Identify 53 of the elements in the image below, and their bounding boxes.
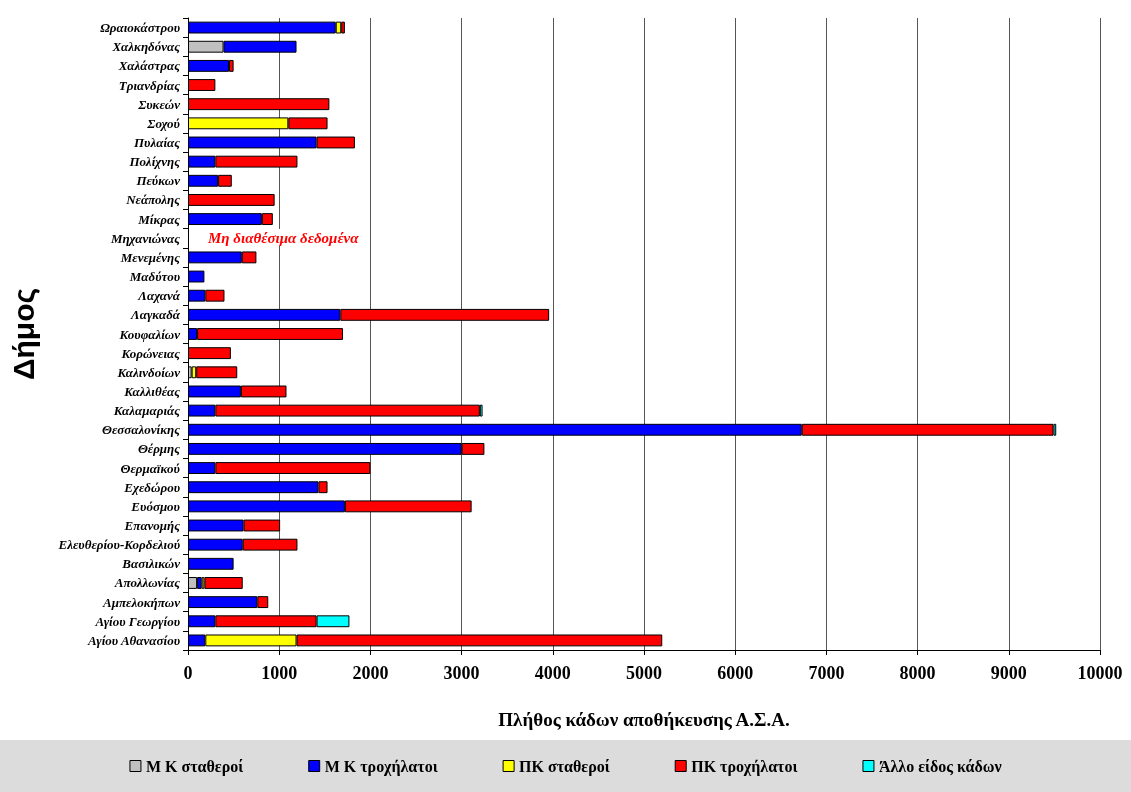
y-tick-label: Λαχανά	[137, 288, 181, 304]
y-tick-label: Νεάπολης	[125, 192, 181, 208]
y-tick-label: Επανομής	[123, 518, 181, 534]
y-tick-label: Πολίχνης	[128, 154, 181, 170]
y-tick-label: Αμπελοκήπων	[102, 594, 181, 610]
legend-label: ΠΚ τροχήλατοι	[691, 757, 798, 776]
y-tick-label: Κορώνειας	[120, 345, 181, 361]
y-tick-label: Μίκρας	[137, 211, 181, 227]
y-tick-label: Καλινδοίων	[116, 364, 181, 380]
y-tick-label: Θέρμης	[137, 441, 181, 457]
y-tick-label: Θεσσαλονίκης	[102, 422, 181, 438]
y-tick-label: Καλαμαριάς	[112, 403, 181, 419]
x-tick-label: 4000	[534, 663, 571, 683]
y-tick-label: Κουφαλίων	[118, 326, 181, 342]
y-tick-label: Θερμαϊκού	[120, 460, 181, 476]
x-tick-label: 10000	[1077, 663, 1123, 683]
legend-label: Μ Κ σταθεροί	[145, 757, 244, 776]
y-tick-label: Χαλκηδόνας	[111, 39, 181, 55]
y-tick-label: Ωραιοκάστρου	[100, 20, 181, 36]
x-tick-label: 3000	[443, 663, 480, 683]
y-tick-label: Μηχανιώνας	[109, 230, 181, 246]
y-tick-label: Ελευθερίου-Κορδελιού	[57, 537, 181, 553]
bar	[204, 577, 243, 589]
legend-label: ΠΚ σταθεροί	[519, 757, 610, 776]
x-tick-label: 1000	[261, 663, 298, 683]
y-axis-title: Δήμος	[6, 287, 40, 381]
y-tick-label: Αγίου Αθανασίου	[87, 632, 181, 648]
y-tick-label: Βασιλικών	[121, 556, 181, 572]
x-tick-label: 5000	[626, 663, 662, 683]
y-tick-label: Χαλάστρας	[117, 58, 181, 74]
y-tick-label: Απολλωνίας	[113, 575, 181, 591]
x-tick-label: 9000	[990, 663, 1027, 683]
x-tick-label: 6000	[717, 663, 754, 683]
y-tick-label: Τριανδρίας	[118, 77, 181, 93]
y-tick-label: Ευόσμου	[130, 498, 181, 514]
y-tick-label: Συκεών	[137, 96, 181, 112]
x-tick-label: 7000	[808, 663, 845, 683]
y-tick-label: Μενεμένης	[119, 249, 181, 265]
legend-label: Μ Κ τροχήλατοι	[324, 757, 438, 776]
y-tick-label: Πεύκων	[135, 173, 181, 189]
y-tick-label: Πυλαίας	[132, 134, 181, 150]
y-tick-label: Εχεδώρου	[123, 479, 181, 495]
x-tick-label: 2000	[352, 663, 389, 683]
y-tick-label: Λαγκαδά	[130, 307, 181, 323]
y-tick-label: Καλλιθέας	[123, 383, 181, 399]
y-tick-label: Σοχού	[146, 115, 181, 131]
x-tick-label: 0	[183, 663, 193, 683]
x-tick-label: 8000	[899, 663, 936, 683]
annotation: Μη διαθέσιμα δεδομένα	[207, 229, 360, 246]
legend-label: Άλλο είδος κάδων	[878, 757, 1002, 776]
y-tick-label: Αγίου Γεωργίου	[94, 613, 181, 629]
y-tick-label: Μαδύτου	[128, 269, 181, 285]
x-axis-title: Πλήθος κάδων αποθήκευσης Α.Σ.Α.	[498, 709, 790, 730]
